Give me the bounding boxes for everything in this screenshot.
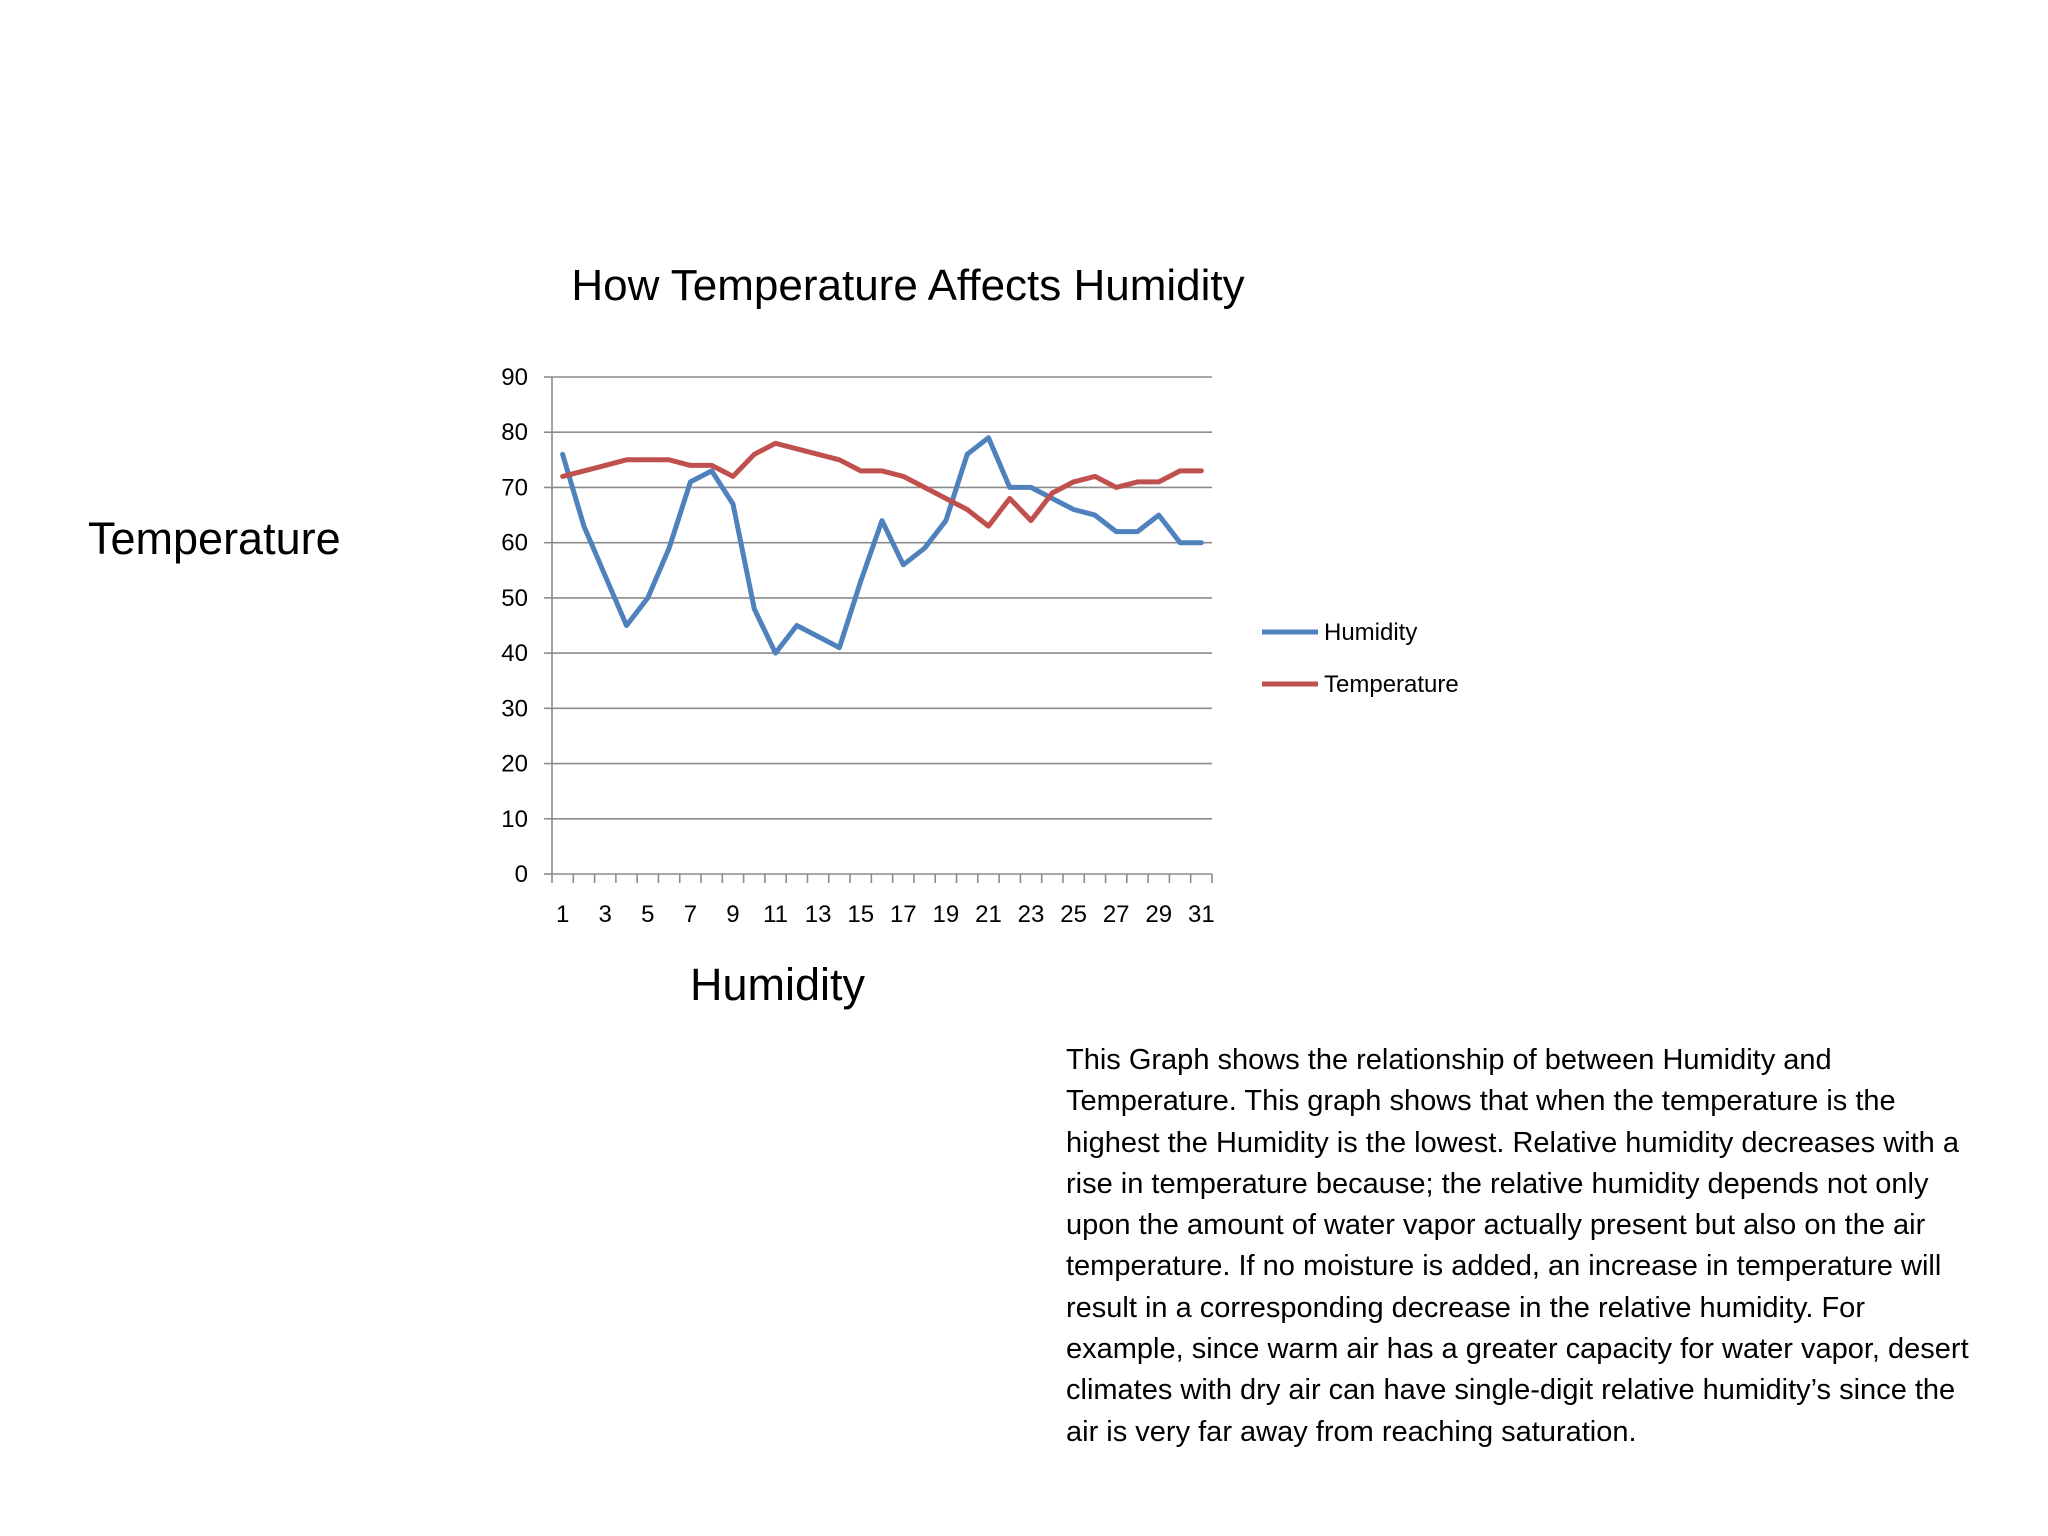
x-tick-label-17: 17 (890, 901, 917, 928)
x-tick-label-23: 23 (1018, 901, 1045, 928)
series-line-temperature (560, 440, 1204, 529)
y-tick-label-70: 70 (501, 474, 528, 501)
x-tick-label-3: 3 (599, 901, 612, 928)
x-tick-label-9: 9 (726, 901, 739, 928)
y-tick-label-20: 20 (501, 751, 528, 778)
y-tick-label-0: 0 (515, 861, 528, 888)
y-tick-label-10: 10 (501, 806, 528, 833)
horizontal-axis-title: Humidity (690, 959, 866, 1010)
vertical-axis-title: Temperature (88, 513, 341, 564)
y-tick-label-90: 90 (501, 364, 528, 391)
description-text: This Graph shows the relationship of bet… (1066, 1044, 1969, 1448)
series-line-humidity (560, 435, 1204, 656)
chart-gridlines (552, 376, 1212, 820)
x-tick-label-11: 11 (763, 901, 788, 928)
y-tick-label-60: 60 (501, 530, 528, 557)
legend-label-humidity: Humidity (1324, 619, 1417, 646)
chart-legend: Humidity Temperature (1262, 619, 1459, 698)
x-tick-label-25: 25 (1060, 901, 1087, 928)
chart-title: How Temperature Affects Humidity (571, 261, 1244, 310)
x-tick-label-13: 13 (805, 901, 832, 928)
x-tick-label-1: 1 (556, 901, 569, 928)
x-tick-label-27: 27 (1103, 901, 1130, 928)
x-tick-label-29: 29 (1145, 901, 1172, 928)
x-tick-label-5: 5 (641, 901, 654, 928)
x-tick-label-7: 7 (684, 901, 697, 928)
y-tick-label-30: 30 (501, 695, 528, 722)
chart-series (560, 435, 1204, 656)
y-tick-label-50: 50 (501, 585, 528, 612)
x-tick-label-19: 19 (933, 901, 960, 928)
legend-label-temperature: Temperature (1324, 671, 1459, 698)
y-tick-label-40: 40 (501, 640, 528, 667)
y-tick-label-80: 80 (501, 419, 528, 446)
x-tick-label-31: 31 (1188, 901, 1215, 928)
x-tick-label-21: 21 (975, 901, 1002, 928)
x-tick-label-15: 15 (847, 901, 874, 928)
